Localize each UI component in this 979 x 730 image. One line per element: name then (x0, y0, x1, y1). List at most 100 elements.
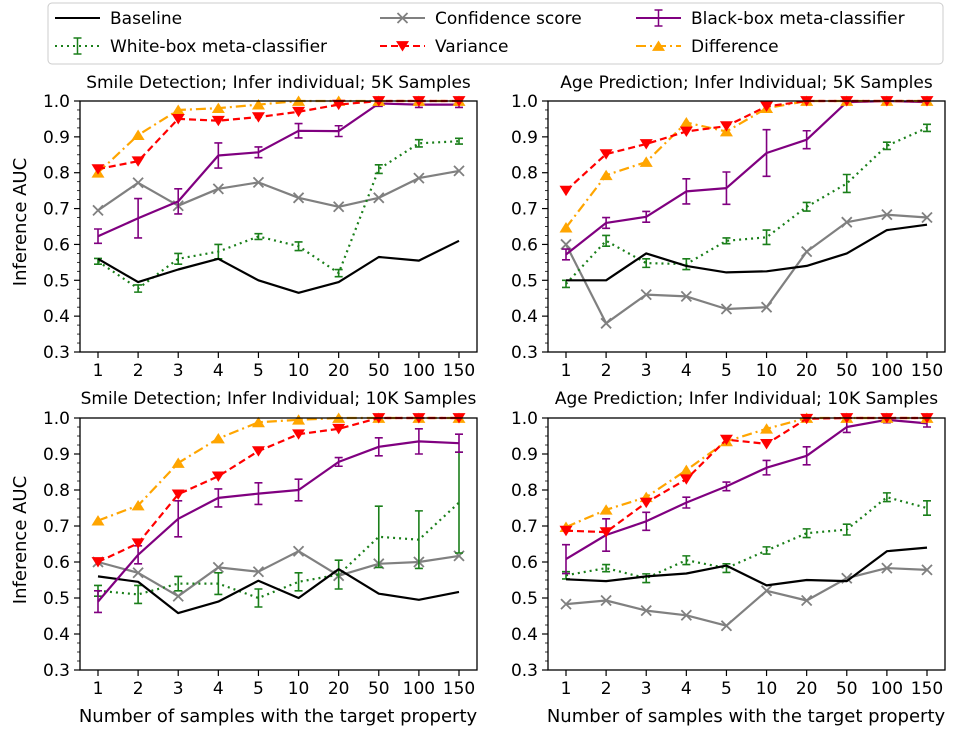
data-point (639, 156, 653, 167)
data-point (211, 432, 225, 444)
error-bar (174, 188, 183, 215)
error-bar (802, 129, 811, 150)
series-line (97, 102, 459, 238)
chart-panel-1: Smile Detection; Infer individual; 5K Sa… (43, 73, 478, 381)
error-bar (414, 510, 423, 570)
data-point (560, 238, 572, 251)
y-tick-label: 0.9 (43, 128, 70, 148)
chart-title: Age Prediction; Infer Individual; 10K Sa… (555, 389, 938, 409)
series-difference (91, 95, 466, 178)
y-tick-label: 0.5 (43, 271, 70, 291)
legend-entry-baseline: Baseline (55, 9, 182, 29)
x-tick-label: 100 (871, 361, 903, 381)
error-bar (682, 178, 691, 205)
series-white-box-meta-classifier (562, 123, 931, 289)
y-tick-label: 0.5 (511, 271, 538, 291)
data-point (720, 303, 733, 315)
y-tick-label: 0.8 (511, 164, 538, 184)
y-tick-label: 0.8 (43, 164, 70, 184)
data-point (132, 567, 144, 579)
error-bar (602, 216, 611, 230)
data-point (292, 545, 305, 557)
y-tick-label: 0.6 (511, 553, 538, 573)
legend-entry-variance: Variance (380, 37, 508, 57)
error-bar (214, 243, 223, 260)
y-tick-label: 0.4 (43, 625, 70, 645)
error-bar (134, 584, 143, 605)
data-point (332, 423, 346, 435)
legend-marker (652, 40, 665, 51)
data-point (599, 169, 613, 181)
series-line (565, 213, 928, 325)
y-tick-label: 0.5 (43, 589, 70, 609)
data-point (91, 515, 105, 526)
error-bar (414, 138, 423, 148)
data-point (841, 216, 853, 228)
x-tick-label: 50 (836, 361, 858, 381)
error-bar (294, 122, 303, 139)
x-tick-label: 150 (443, 679, 475, 699)
series-baseline (566, 223, 928, 282)
series-black-box-meta-classifier (562, 416, 931, 575)
data-point (212, 561, 224, 574)
y-tick-label: 1.0 (43, 409, 70, 429)
error-bar (374, 437, 383, 457)
y-tick-label: 0.9 (43, 445, 70, 465)
series-confidence-score (560, 562, 933, 632)
error-bar (682, 555, 691, 566)
series-white-box-meta-classifier (562, 492, 931, 584)
data-point (131, 156, 145, 167)
data-point (131, 129, 145, 140)
data-point (640, 604, 652, 617)
panels: Smile Detection; Infer individual; 5K Sa… (43, 73, 946, 699)
data-point (252, 176, 265, 189)
series-black-box-meta-classifier (94, 99, 463, 245)
legend-entry-confidence-score: Confidence score (380, 9, 582, 29)
chart-title: Smile Detection; Infer individual; 5K Sa… (86, 73, 471, 93)
data-point (800, 413, 814, 425)
error-bar (214, 572, 223, 596)
y-tick-label: 0.7 (43, 517, 70, 537)
x-tick-label: 20 (328, 361, 350, 381)
series-white-box-meta-classifier (94, 137, 463, 293)
data-point (760, 101, 774, 112)
error-bar (214, 142, 223, 169)
x-axis-label-left: Number of samples with the target proper… (79, 706, 478, 727)
data-point (760, 439, 774, 450)
data-point (881, 562, 893, 574)
data-point (801, 245, 813, 258)
series-difference (559, 412, 934, 532)
error-bar (334, 559, 343, 590)
data-point (679, 474, 693, 485)
series-line (97, 440, 460, 603)
data-point (559, 222, 573, 233)
series-line (565, 416, 927, 534)
error-bar (722, 237, 731, 245)
error-bar (414, 428, 423, 455)
error-bar (923, 123, 931, 133)
plot-frame (79, 100, 478, 353)
error-bar (254, 146, 263, 159)
series-baseline (565, 546, 928, 587)
error-bar (455, 451, 463, 554)
y-tick-label: 0.3 (511, 661, 538, 681)
data-point (560, 598, 572, 610)
error-bar (802, 201, 811, 212)
series-variance (91, 413, 466, 568)
data-point (921, 211, 933, 224)
legend-label: Variance (435, 37, 508, 57)
data-point (251, 112, 265, 123)
data-point (252, 566, 265, 578)
y-tick-label: 0.8 (511, 481, 538, 501)
error-bar (214, 488, 223, 508)
data-point (679, 126, 693, 138)
x-tick-label: 2 (601, 679, 612, 699)
error-bar (842, 523, 851, 536)
data-point (292, 429, 306, 440)
data-point (333, 201, 345, 213)
x-tick-label: 150 (443, 361, 475, 381)
series-variance (559, 413, 934, 538)
x-tick-label: 20 (796, 679, 818, 699)
error-bar (562, 543, 570, 575)
